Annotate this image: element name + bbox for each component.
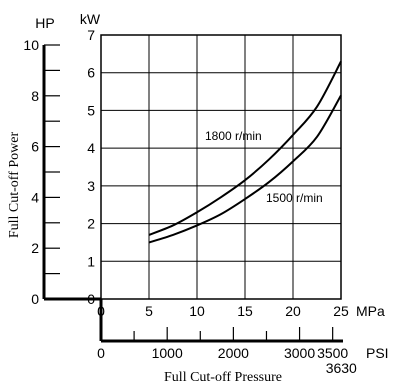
x-axis-title: Full Cut-off Pressure (164, 370, 282, 385)
plot-border (100, 34, 342, 300)
psi-extra-label: 3630 (326, 360, 357, 376)
mpa-unit-label: MPa (356, 303, 385, 319)
series-line-1800-r-min (148, 60, 342, 236)
kw-unit-label: kW (80, 11, 101, 27)
hp-tick-label: 8 (31, 88, 39, 104)
kw-tick-label: 6 (87, 65, 95, 81)
psi-tick-label: 1000 (152, 345, 183, 361)
psi-tick-label: 0 (97, 345, 105, 361)
mpa-tick-label: 5 (145, 303, 153, 319)
series-layer (148, 60, 342, 244)
hp-tick-label: 2 (31, 240, 39, 256)
psi-tick-label: 3000 (284, 345, 315, 361)
kw-tick-label: 2 (87, 216, 95, 232)
series-label-1800-r-min: 1800 r/min (205, 129, 262, 143)
psi-tick-label: 3500 (317, 345, 348, 361)
hp-tick-label: 10 (23, 37, 39, 53)
y-axis-title: Full Cut-off Power (7, 132, 22, 239)
psi-unit-label: PSI (366, 345, 389, 361)
kw-tick-label: 3 (87, 178, 95, 194)
hp-unit-label: HP (35, 15, 54, 31)
hp-tick-label: 6 (31, 139, 39, 155)
mpa-tick-label: 20 (285, 303, 301, 319)
hp-tick-label: 0 (31, 291, 39, 307)
grid (101, 35, 341, 299)
plot-frame (100, 34, 342, 300)
kw-tick-label: 4 (87, 140, 95, 156)
labels-layer: 0 2 4 6 8 10 0 1 2 3 4 5 6 7 0 5 10 15 20 25 0 1000 2000 3000 35… (7, 11, 389, 385)
kw-tick-label: 7 (87, 27, 95, 43)
mpa-tick-label: 10 (189, 303, 205, 319)
mpa-tick-label: 15 (237, 303, 253, 319)
psi-tick-label: 2000 (218, 345, 249, 361)
kw-tick-label: 5 (87, 102, 95, 118)
series-label-1500-r-min: 1500 r/min (266, 191, 323, 205)
mpa-tick-label: 25 (333, 303, 349, 319)
kw-tick-label: 0 (87, 291, 95, 307)
kw-tick-label: 1 (87, 253, 95, 269)
mpa-tick-label: 0 (97, 303, 105, 319)
axes-layer (42, 44, 343, 343)
hp-tick-label: 4 (31, 189, 39, 205)
series-line-1500-r-min (148, 94, 342, 244)
